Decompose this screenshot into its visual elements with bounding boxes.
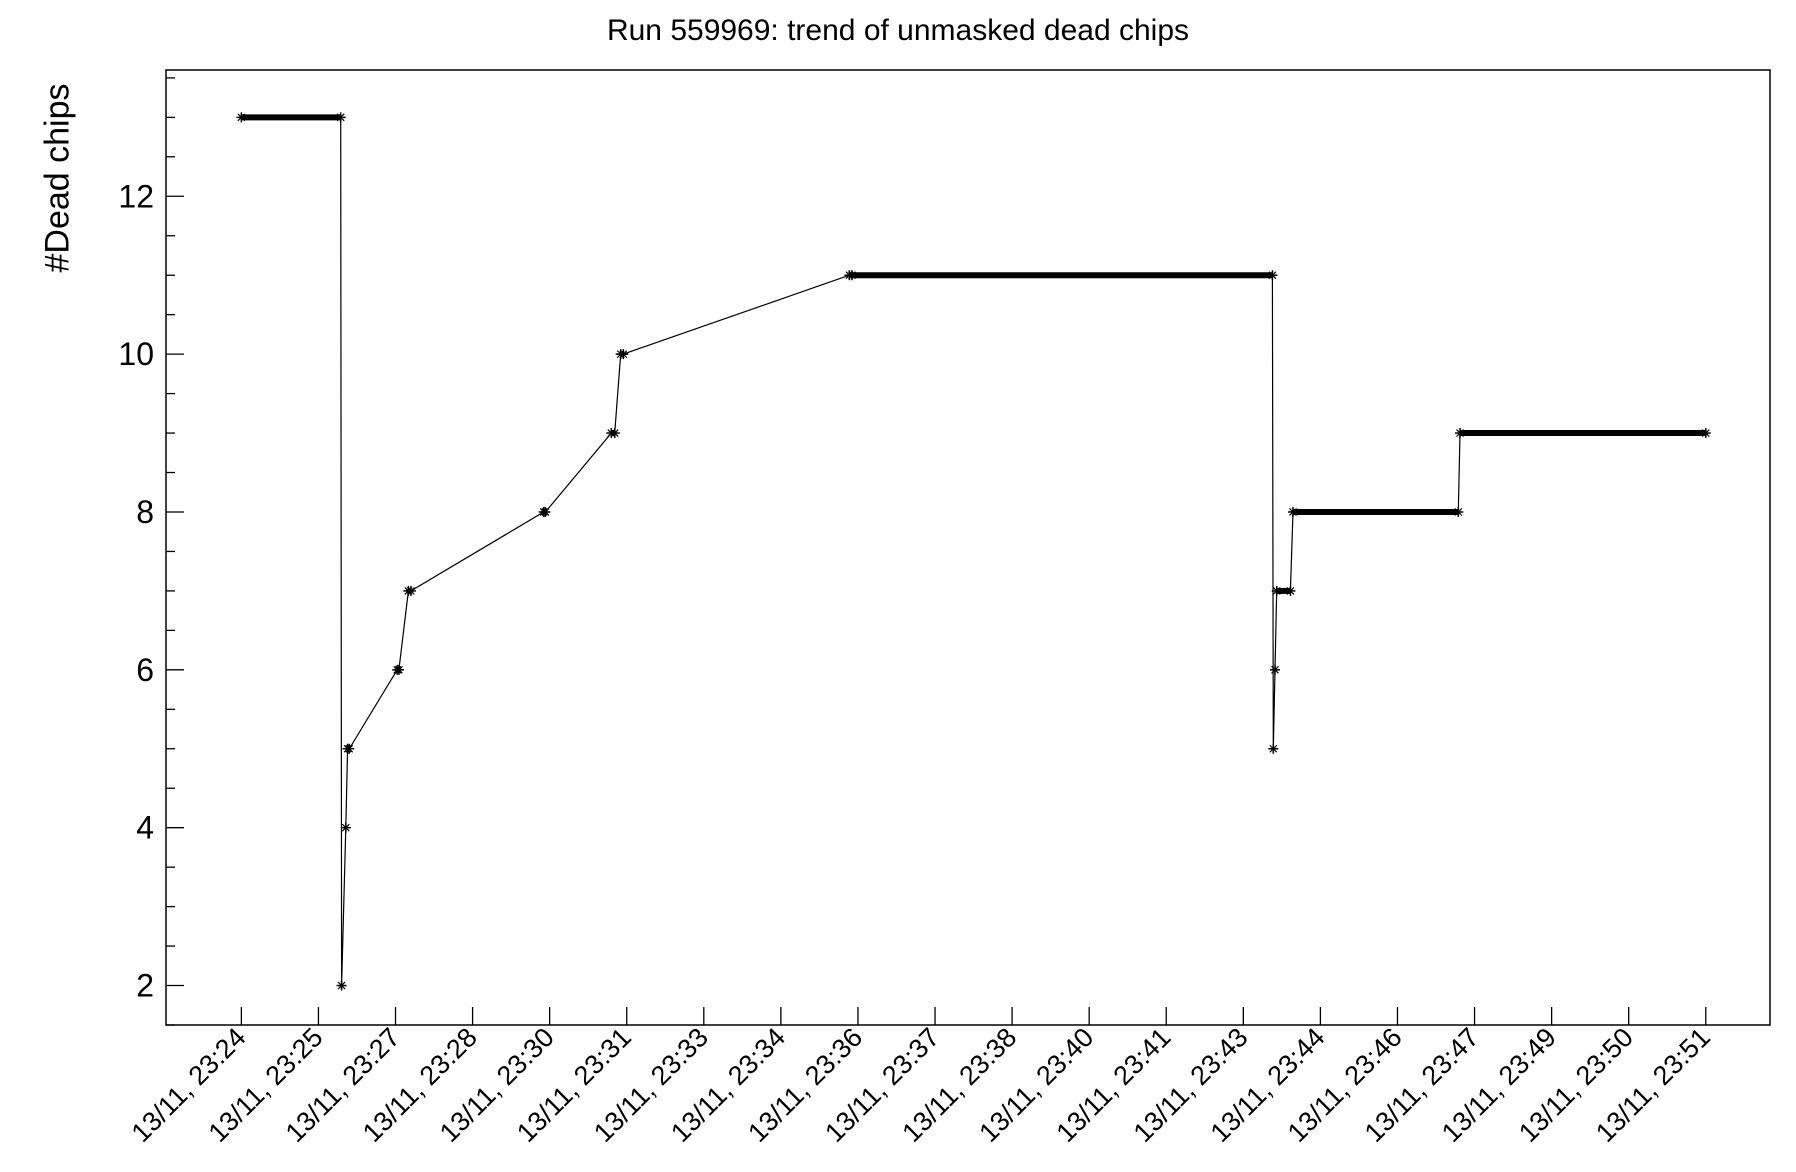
data-point [1267,270,1278,281]
data-point [1271,585,1282,596]
data-point [236,112,247,123]
y-tick-label: 4 [136,810,154,846]
data-point [540,506,551,517]
y-tick-label: 8 [136,494,154,530]
data-point [335,112,346,123]
y-tick-label: 12 [118,178,154,214]
data-point [344,743,355,754]
data-point [1287,506,1298,517]
y-tick-label: 6 [136,652,154,688]
data-point [1268,743,1279,754]
y-tick-label: 2 [136,968,154,1004]
data-point [336,980,347,991]
data-point [609,428,620,439]
data-point [618,349,629,360]
data-point [393,664,404,675]
data-point [340,822,351,833]
y-tick-label: 10 [118,336,154,372]
data-point [1700,428,1711,439]
data-point [846,270,857,281]
data-point [1270,664,1281,675]
series-line [241,116,1706,986]
y-axis: 2 4 6 8 10 12 [118,77,184,1026]
data-point [1453,506,1464,517]
data-point [1454,428,1465,439]
plot-frame [165,69,1771,1026]
data-series [236,112,1711,991]
data-point [405,585,416,596]
chart-title: Run 559969: trend of unmasked dead chips [606,14,1190,47]
data-point [1285,585,1296,596]
